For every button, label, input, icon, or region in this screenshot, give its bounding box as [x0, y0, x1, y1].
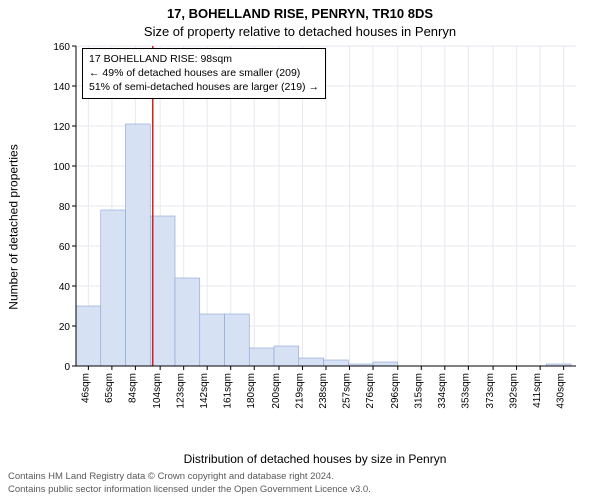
y-axis-label: Number of detached properties: [7, 144, 21, 309]
histogram-bar: [274, 346, 299, 366]
y-tick-label: 100: [53, 162, 70, 173]
x-tick-label: 219sqm: [294, 373, 305, 409]
y-tick-label: 80: [59, 202, 71, 213]
histogram-bar: [150, 216, 175, 366]
y-axis-label-container: Number of detached properties: [4, 42, 24, 412]
x-tick-label: 430sqm: [556, 373, 567, 409]
annotation-line1: 17 BOHELLAND RISE: 98sqm: [89, 52, 319, 66]
footer: Contains HM Land Registry data © Crown c…: [8, 471, 592, 496]
annotation-box: 17 BOHELLAND RISE: 98sqm ← 49% of detach…: [82, 48, 326, 99]
x-tick-label: 257sqm: [342, 373, 353, 409]
footer-line2: Contains public sector information licen…: [8, 484, 592, 496]
chart-title: 17, BOHELLAND RISE, PENRYN, TR10 8DS: [0, 6, 600, 21]
x-tick-label: 334sqm: [437, 373, 448, 409]
histogram-bar: [373, 362, 398, 366]
annotation-line3: 51% of semi-detached houses are larger (…: [89, 80, 319, 94]
histogram-bar: [299, 358, 324, 366]
x-tick-label: 315sqm: [413, 373, 424, 409]
histogram-bar: [175, 278, 200, 366]
chart-subtitle: Size of property relative to detached ho…: [0, 24, 600, 39]
y-tick-label: 140: [53, 82, 70, 93]
x-tick-label: 46sqm: [80, 373, 91, 403]
x-tick-label: 180sqm: [246, 373, 257, 409]
x-axis-label: Distribution of detached houses by size …: [50, 452, 580, 466]
x-tick-label: 123sqm: [176, 373, 187, 409]
x-tick-label: 65sqm: [104, 373, 115, 403]
x-tick-label: 411sqm: [532, 373, 543, 408]
x-tick-label: 353sqm: [460, 373, 471, 409]
x-tick-label: 276sqm: [365, 373, 376, 409]
y-tick-label: 60: [59, 242, 71, 253]
histogram-bar: [200, 314, 225, 366]
x-tick-label: 238sqm: [318, 373, 329, 409]
x-tick-label: 373sqm: [485, 373, 496, 409]
x-tick-label: 142sqm: [199, 373, 210, 409]
x-tick-label: 296sqm: [390, 373, 401, 409]
chart-container: 17, BOHELLAND RISE, PENRYN, TR10 8DS Siz…: [0, 0, 600, 500]
y-tick-label: 160: [53, 42, 70, 53]
x-tick-label: 392sqm: [509, 373, 520, 409]
histogram-bar: [101, 210, 126, 366]
y-tick-label: 20: [59, 322, 71, 333]
footer-line1: Contains HM Land Registry data © Crown c…: [8, 471, 592, 483]
histogram-bar: [225, 314, 250, 366]
histogram-bar: [76, 306, 101, 366]
annotation-line2: ← 49% of detached houses are smaller (20…: [89, 66, 319, 80]
histogram-bar: [324, 360, 349, 366]
x-tick-label: 104sqm: [152, 373, 163, 409]
y-tick-label: 40: [59, 282, 71, 293]
x-tick-label: 161sqm: [223, 373, 234, 409]
histogram-bar: [249, 348, 274, 366]
x-tick-label: 200sqm: [271, 373, 282, 409]
x-tick-label: 84sqm: [127, 373, 138, 403]
y-tick-label: 120: [53, 122, 70, 133]
histogram-bar: [126, 124, 151, 366]
y-tick-label: 0: [64, 362, 70, 373]
